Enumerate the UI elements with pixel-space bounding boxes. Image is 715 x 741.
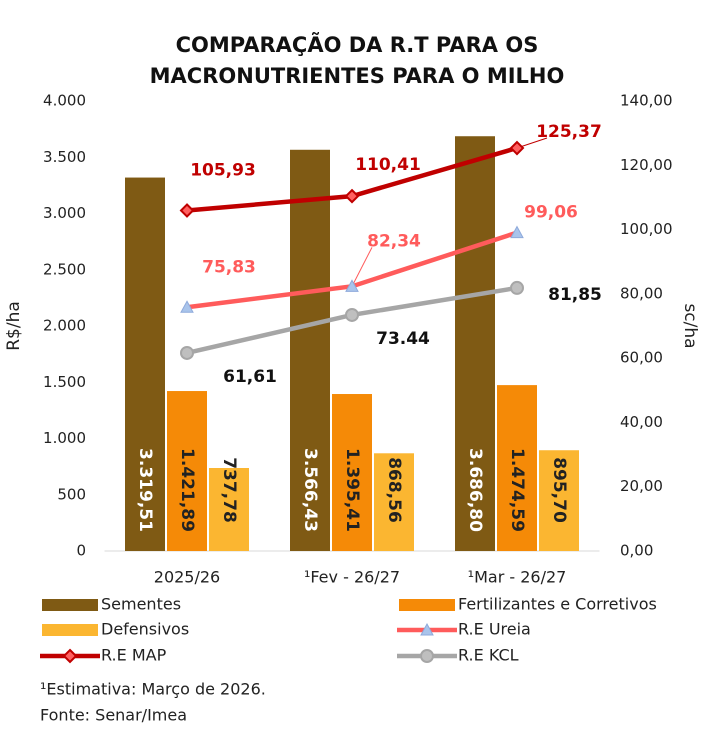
line-value-label: 61,61 xyxy=(223,367,277,387)
legend-label: Sementes xyxy=(101,595,181,614)
y-tick-label: 2.500 xyxy=(43,260,86,278)
bar-value-label: 3.319,51 xyxy=(135,448,155,532)
legend-marker xyxy=(62,648,78,664)
legend-label: R.E MAP xyxy=(101,646,167,665)
bar xyxy=(125,177,165,552)
chart-title: COMPARAÇÃO DA R.T PARA OS xyxy=(176,32,539,57)
bar-value-label: 1.395,41 xyxy=(342,448,362,532)
y-axis-label: R$/ha xyxy=(4,301,24,351)
bar xyxy=(539,450,579,551)
y2-tick-label: 80,00 xyxy=(620,284,663,302)
source: Fonte: Senar/Imea xyxy=(40,706,187,725)
legend-swatch xyxy=(42,599,98,611)
legend-marker xyxy=(420,649,434,663)
line-value-label: 73.44 xyxy=(376,329,430,349)
bar-value-label: 3.566,43 xyxy=(300,448,320,532)
footnote: ¹Estimativa: Março de 2026. xyxy=(40,680,266,699)
bar-value-label: 737,78 xyxy=(219,457,239,523)
line-marker xyxy=(180,345,194,360)
legend-swatch xyxy=(399,599,455,611)
bar xyxy=(497,385,537,551)
bar xyxy=(374,453,414,551)
line-value-label: 125,37 xyxy=(536,122,602,142)
chart-title: MACRONUTRIENTES PARA O MILHO xyxy=(150,64,565,88)
line-marker xyxy=(510,225,524,239)
y-tick-label: 3.500 xyxy=(43,148,86,166)
legend-label: Fertilizantes e Corretivos xyxy=(458,595,657,614)
bar xyxy=(167,391,207,551)
line-marker xyxy=(345,307,359,322)
bar xyxy=(332,394,372,551)
y2-tick-label: 140,00 xyxy=(620,92,673,110)
bar-value-label: 3.686,80 xyxy=(465,448,485,532)
y-tick-label: 500 xyxy=(57,485,86,503)
y2-tick-label: 60,00 xyxy=(620,349,663,367)
line-marker xyxy=(345,279,359,292)
x-tick-label: ¹Fev - 26/27 xyxy=(304,568,400,587)
leader-line xyxy=(351,247,373,287)
y-tick-label: 1.500 xyxy=(43,373,86,391)
y2-tick-label: 120,00 xyxy=(620,156,673,174)
y-tick-label: 1.000 xyxy=(43,429,86,447)
x-tick-label: 2025/26 xyxy=(154,568,220,587)
line-value-label: 110,41 xyxy=(355,155,421,175)
line-marker xyxy=(510,280,524,295)
y-tick-label: 2.000 xyxy=(43,317,86,335)
legend-label: Defensivos xyxy=(101,620,189,639)
bar-value-label: 868,56 xyxy=(384,457,404,523)
legend-label: R.E Ureia xyxy=(458,620,531,639)
bar xyxy=(455,136,495,552)
y2-axis-label: sc/ha xyxy=(680,303,700,348)
y2-tick-label: 0,00 xyxy=(620,542,653,560)
y2-tick-label: 40,00 xyxy=(620,413,663,431)
bar-value-label: 895,70 xyxy=(549,457,569,523)
line-marker xyxy=(344,188,360,204)
legend-marker xyxy=(420,622,434,636)
x-tick-label: ¹Mar - 26/27 xyxy=(468,568,567,587)
bar-value-label: 1.474,59 xyxy=(507,448,527,532)
y-tick-label: 3.000 xyxy=(43,204,86,222)
line-marker xyxy=(509,140,525,156)
line-value-label: 105,93 xyxy=(190,161,256,181)
bar xyxy=(290,149,330,552)
line-value-label: 81,85 xyxy=(548,285,602,305)
y2-tick-label: 20,00 xyxy=(620,477,663,495)
legend-swatch xyxy=(42,624,98,636)
bar xyxy=(209,467,249,551)
bar-value-label: 1.421,89 xyxy=(177,448,197,532)
line-marker xyxy=(179,203,195,218)
legend-label: R.E KCL xyxy=(458,646,519,665)
y-tick-label: 4.000 xyxy=(43,92,86,110)
y2-tick-label: 100,00 xyxy=(620,220,673,238)
line-value-label: 82,34 xyxy=(367,231,421,251)
y-tick-label: 0 xyxy=(76,542,86,560)
line-value-label: 75,83 xyxy=(202,257,256,277)
line-value-label: 99,06 xyxy=(524,203,578,223)
line-marker xyxy=(180,300,194,313)
